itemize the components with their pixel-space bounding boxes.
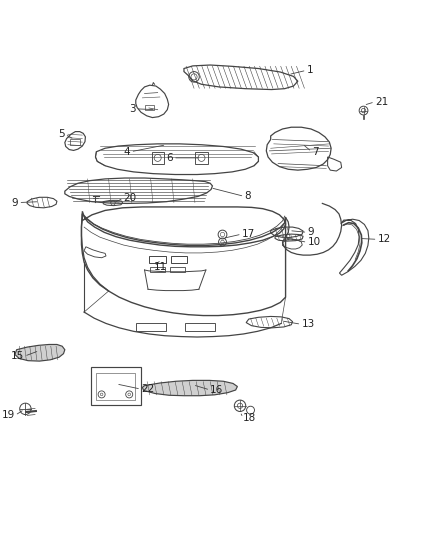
Polygon shape <box>15 344 65 361</box>
Text: 11: 11 <box>154 262 167 271</box>
Text: 13: 13 <box>301 319 314 329</box>
Text: 3: 3 <box>129 104 136 114</box>
Text: 1: 1 <box>307 65 313 75</box>
Text: 9: 9 <box>307 228 314 237</box>
Text: 4: 4 <box>124 147 131 157</box>
Text: 20: 20 <box>124 193 137 203</box>
Text: 10: 10 <box>307 237 321 247</box>
Text: 22: 22 <box>141 384 154 394</box>
Text: 9: 9 <box>12 198 18 207</box>
Text: 17: 17 <box>242 229 255 239</box>
Text: 7: 7 <box>312 147 318 157</box>
Text: 15: 15 <box>11 351 24 361</box>
Text: 12: 12 <box>378 235 391 244</box>
Text: 8: 8 <box>244 191 251 201</box>
Polygon shape <box>142 381 237 395</box>
Text: 5: 5 <box>58 129 65 139</box>
Text: 19: 19 <box>2 410 15 421</box>
Text: 6: 6 <box>166 153 173 163</box>
Text: 18: 18 <box>243 413 256 423</box>
Text: 16: 16 <box>210 385 223 395</box>
Text: 21: 21 <box>375 97 388 107</box>
